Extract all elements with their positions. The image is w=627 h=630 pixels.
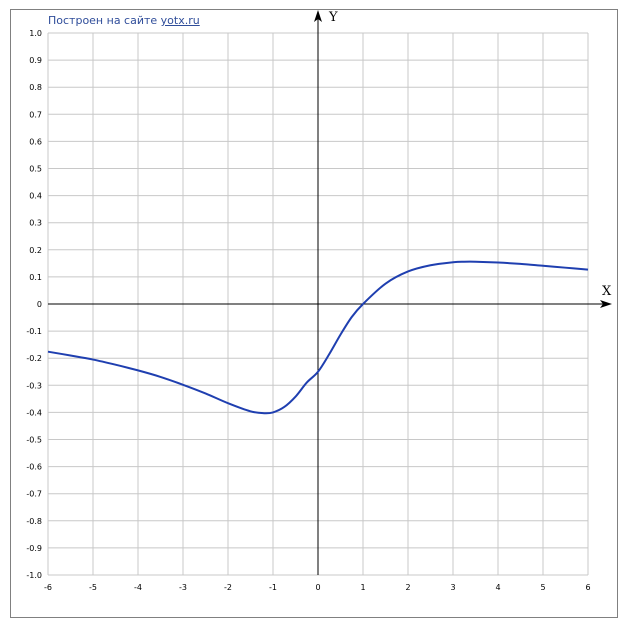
- x-tick-label: 2: [405, 583, 410, 592]
- y-tick-label: -0.5: [26, 436, 42, 445]
- y-tick-label: 0.9: [29, 56, 42, 65]
- axes: [48, 10, 612, 575]
- x-tick-label: -4: [134, 583, 142, 592]
- chart-frame: [10, 9, 618, 618]
- y-tick-label: -0.9: [26, 544, 42, 553]
- y-tick-label: 0.1: [29, 273, 42, 282]
- y-tick-label: -0.8: [26, 517, 42, 526]
- y-tick-label: 0.8: [29, 83, 42, 92]
- curve-layer: [47, 260, 589, 415]
- y-tick-label: -0.1: [26, 327, 42, 336]
- x-tick-labels: -6 -5 -4 -3 -2 -1 0 1 2 3 4 5 6: [44, 583, 591, 592]
- y-tick-label: -0.7: [26, 490, 42, 499]
- y-tick-labels: -1.0 -0.9 -0.8 -0.7 -0.6 -0.5 -0.4 -0.3 -0.2 -0.1…: [26, 29, 42, 580]
- y-tick-label: 1.0: [29, 29, 42, 38]
- series-line: [47, 260, 589, 415]
- y-tick-label: -0.2: [26, 354, 42, 363]
- y-axis-label: Y: [328, 10, 338, 25]
- y-tick-label: 0.5: [29, 165, 42, 174]
- x-tick-label: 5: [540, 583, 545, 592]
- credit-text: Построен на сайте yotx.ru: [48, 14, 200, 27]
- x-tick-label: -5: [89, 583, 97, 592]
- x-tick-label: -1: [269, 583, 277, 592]
- x-tick-label: 4: [495, 583, 500, 592]
- x-tick-label: -3: [179, 583, 187, 592]
- y-tick-label: -1.0: [26, 571, 42, 580]
- y-tick-label: -0.4: [26, 408, 42, 417]
- credit-label: Построен на сайте: [48, 14, 158, 27]
- x-tick-label: 3: [450, 583, 455, 592]
- x-tick-label: 6: [585, 583, 590, 592]
- x-tick-label: 0: [315, 583, 320, 592]
- y-tick-label: -0.6: [26, 463, 42, 472]
- x-tick-label: -2: [224, 583, 232, 592]
- y-tick-label: 0.2: [29, 246, 42, 255]
- x-tick-label: -6: [44, 583, 52, 592]
- y-tick-label: 0.6: [29, 137, 42, 146]
- credit-link[interactable]: yotx.ru: [160, 14, 200, 27]
- y-tick-label: 0.7: [29, 110, 42, 119]
- y-axis-arrow: [314, 10, 322, 22]
- y-tick-label: 0: [37, 300, 42, 309]
- x-axis-label: X: [602, 284, 612, 299]
- x-tick-label: 1: [360, 583, 365, 592]
- x-axis-arrow: [600, 300, 612, 308]
- y-tick-label: -0.3: [26, 381, 42, 390]
- y-tick-label: 0.4: [29, 192, 42, 201]
- y-tick-label: 0.3: [29, 219, 42, 228]
